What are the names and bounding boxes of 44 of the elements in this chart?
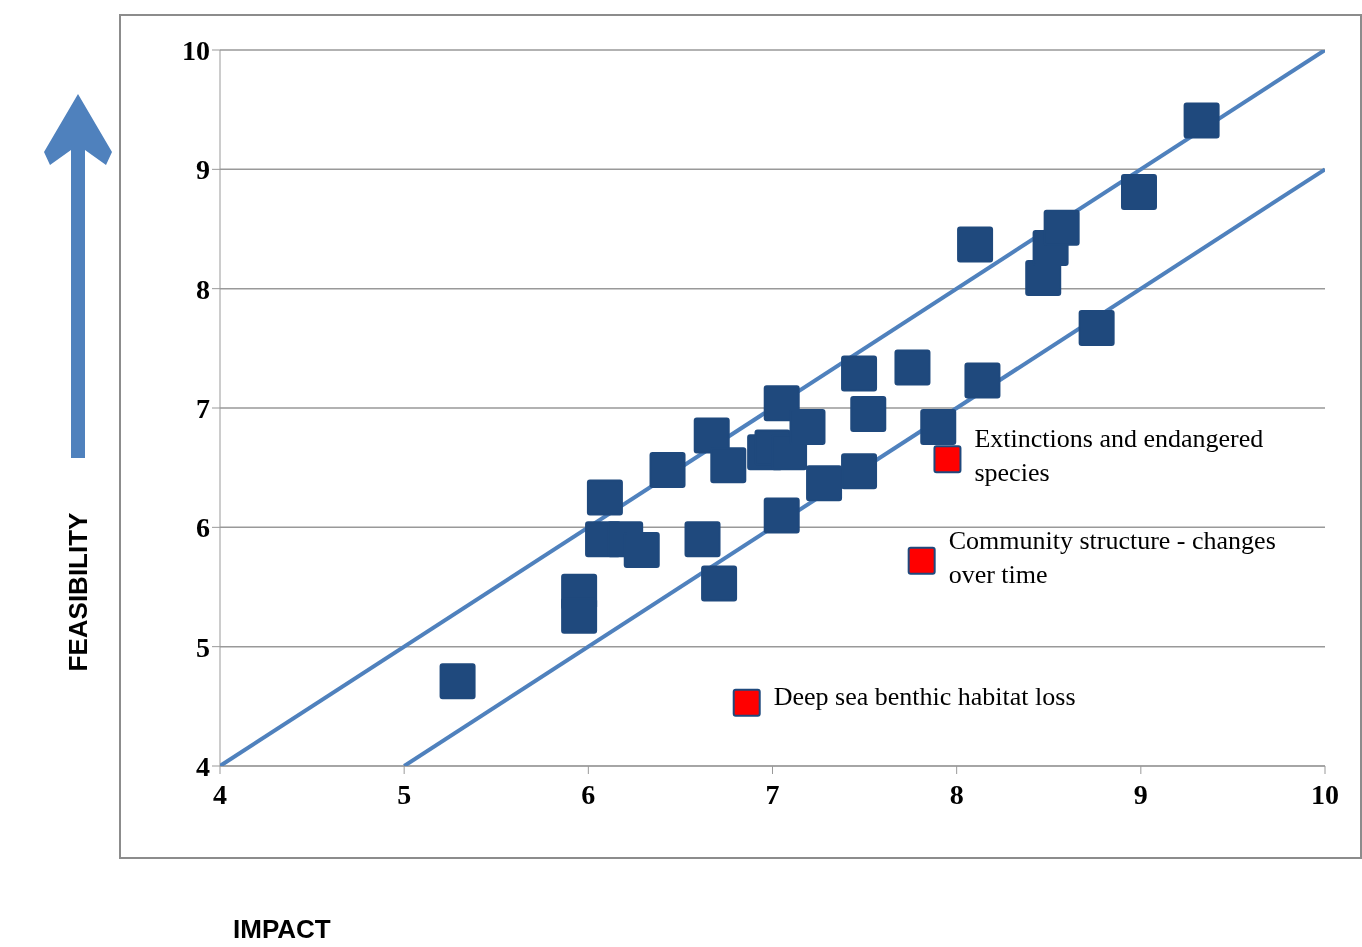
point: [763, 497, 800, 534]
point: [649, 452, 686, 489]
point: [561, 597, 598, 634]
x-tick-label: 8: [949, 778, 964, 810]
y-tick-label: 8: [196, 273, 210, 305]
point: [894, 349, 931, 386]
point: [710, 447, 747, 484]
point: [806, 465, 843, 502]
y-tick-label: 7: [196, 392, 210, 424]
y-tick-label: 9: [196, 154, 210, 186]
point: [964, 362, 1001, 399]
x-tick-label: 10: [1311, 778, 1339, 810]
point: [1120, 174, 1157, 211]
point: [1078, 310, 1115, 347]
y-tick-label: 4: [196, 750, 210, 782]
annotation: Community structure - changes over time: [948, 525, 1276, 589]
point: [907, 546, 936, 575]
point: [586, 479, 623, 516]
point: [1183, 102, 1220, 139]
point: [933, 445, 962, 474]
x-axis-title: IMPACT: [233, 914, 331, 945]
point: [693, 417, 730, 454]
point: [841, 453, 878, 490]
point: [684, 521, 721, 558]
point: [732, 688, 761, 717]
y-tick-label: 5: [196, 631, 210, 663]
point: [957, 226, 994, 263]
y-tick-label: 10: [182, 34, 210, 66]
point: [439, 663, 476, 700]
point: [1043, 209, 1080, 246]
point: [701, 565, 738, 602]
x-tick-label: 5: [397, 778, 412, 810]
annotation: Deep sea benthic habitat loss: [773, 681, 1076, 711]
x-tick-label: 9: [1133, 778, 1148, 810]
annotation: Extinctions and endangered species: [974, 424, 1264, 488]
x-tick-label: 7: [765, 778, 780, 810]
point: [850, 395, 887, 432]
y-axis-title: FEASIBILITY: [62, 512, 94, 672]
point: [841, 355, 878, 392]
x-tick-label: 6: [581, 778, 596, 810]
point: [763, 385, 800, 422]
y-tick-label: 6: [196, 512, 210, 544]
point: [920, 409, 957, 446]
point: [789, 409, 826, 446]
